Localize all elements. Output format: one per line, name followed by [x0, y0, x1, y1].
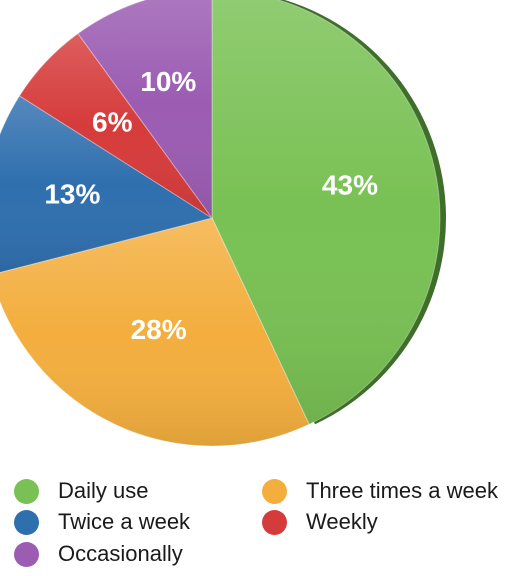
pie-slices [0, 0, 446, 447]
legend-swatch-occasionally [14, 541, 39, 567]
legend-label-occasionally: Occasionally [58, 541, 183, 566]
slice-label-twice-a-week: 13% [44, 178, 100, 209]
legend-label-twice-a-week: Twice a week [58, 509, 191, 534]
legend-item-occasionally: Occasionally [14, 541, 183, 567]
legend-swatch-daily-use [14, 478, 39, 504]
slice-label-weekly: 6% [92, 107, 133, 138]
legend-label-weekly: Weekly [306, 509, 378, 534]
legend-swatch-weekly [262, 509, 287, 535]
legend-item-twice-a-week: Twice a week [14, 509, 190, 535]
legend-swatch-twice-a-week [14, 509, 39, 535]
pie-slice-gloss [19, 33, 213, 218]
pie-chart-canvas: 43% 28% 13% 6%10% [0, 0, 446, 447]
pie-labels: 43% 28% 13% 6%10% [44, 66, 378, 345]
pie-slice-gloss [0, 95, 212, 273]
pie-slice-gloss [212, 0, 440, 425]
legend-item-daily-use: Daily use [14, 478, 148, 504]
pie-slice-gloss [77, 0, 212, 218]
legend-item-weekly: Weekly [262, 509, 378, 535]
pie-slice-gloss [0, 218, 310, 447]
legend-label-daily-use: Daily use [58, 478, 149, 503]
slice-label-three-times-a-week: 28% [131, 314, 187, 345]
legend-label-three-times-a-week: Three times a week [306, 478, 498, 503]
legend-item-three-times-a-week: Three times a week [262, 478, 498, 504]
slice-label-occasionally: 10% [140, 66, 196, 97]
slice-label-daily-use: 43% [322, 170, 378, 201]
legend-swatch-three-times-a-week [262, 478, 287, 504]
